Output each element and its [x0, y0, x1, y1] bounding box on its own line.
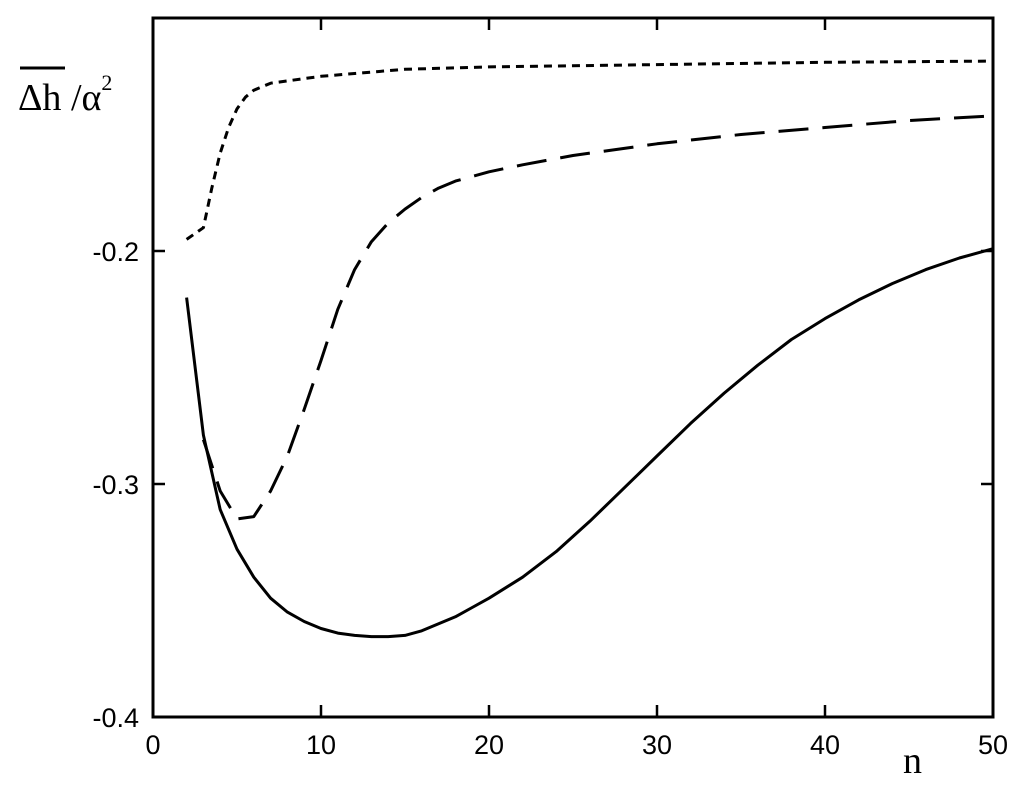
y-axis-label-superscript: 2 [101, 70, 112, 95]
series-dotted [185, 59, 994, 241]
y-tick-label-0: -0.2 [92, 237, 139, 267]
x-tick-label-40: 40 [810, 730, 840, 760]
series-group [185, 59, 994, 639]
x-tick-label-30: 30 [642, 730, 672, 760]
series-dashed [201, 114, 994, 521]
series-line-dotted [185, 59, 994, 241]
x-axis-label: n [903, 740, 922, 782]
y-tick-label-2: -0.4 [92, 703, 139, 733]
series-line-dashed [201, 114, 994, 521]
svg-text:Δh /α2: Δh /α2 [18, 70, 112, 119]
x-tick-label-50: 50 [978, 730, 1008, 760]
y-axis-label: Δh /α2 [18, 66, 112, 119]
x-tick-label-10: 10 [306, 730, 336, 760]
plot-frame [151, 16, 995, 719]
axis-ticks-group [151, 18, 995, 719]
plot-frame-group [151, 16, 995, 719]
x-tick-label-20: 20 [474, 730, 504, 760]
tick-labels-group: 0 10 20 30 40 50 -0.2 -0.3 -0.4 [92, 237, 1008, 760]
series-solid [185, 247, 994, 639]
x-tick-label-0: 0 [145, 730, 160, 760]
series-line-solid [185, 247, 994, 639]
y-tick-label-1: -0.3 [92, 470, 139, 500]
y-axis-label-main: Δh [18, 77, 61, 119]
y-axis-label-divider: /α [61, 77, 101, 119]
